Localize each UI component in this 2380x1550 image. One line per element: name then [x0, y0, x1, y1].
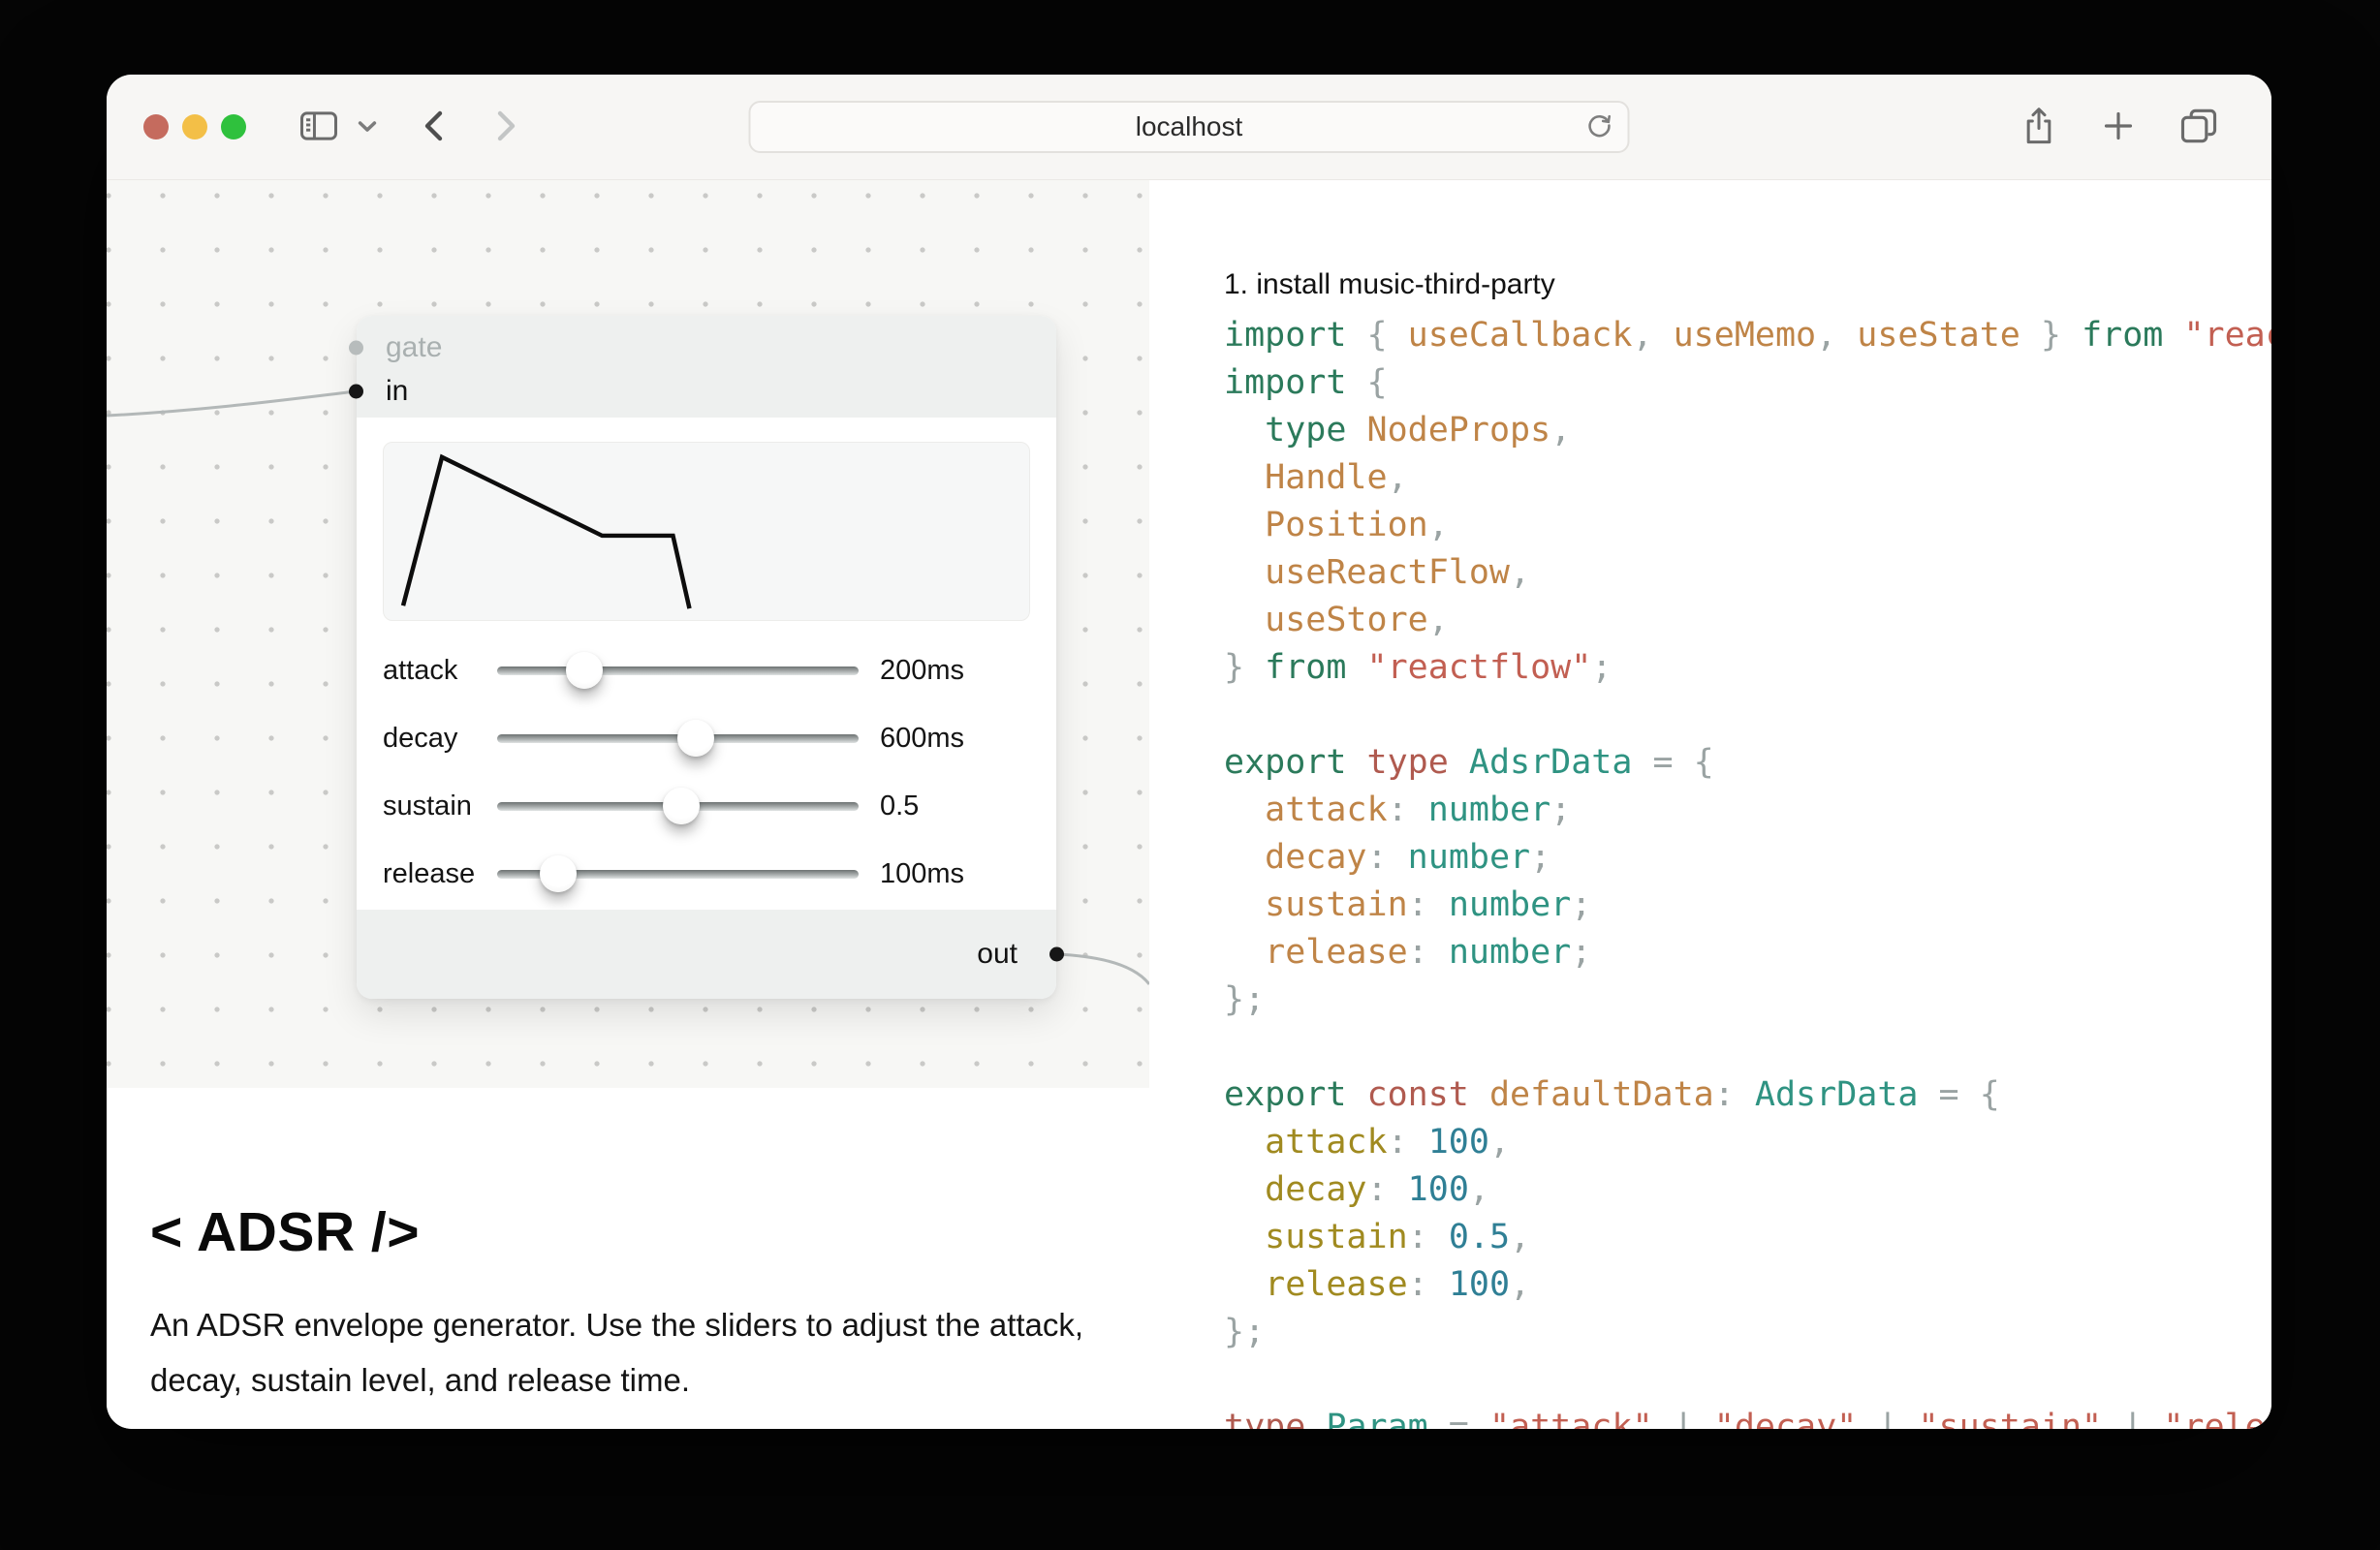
code-line: release: 100,	[1224, 1265, 1531, 1304]
code-line: sustain: 0.5,	[1224, 1218, 1531, 1256]
minimize-button[interactable]	[182, 114, 207, 140]
forward-icon	[490, 107, 521, 148]
slider-value-decay: 600ms	[880, 722, 965, 754]
forward-button[interactable]	[490, 107, 521, 148]
window-content: gate in attack 200ms decay 600ms sustain 0.5 re…	[107, 180, 2271, 1429]
code-line: Handle,	[1224, 458, 1408, 497]
back-icon	[419, 107, 450, 148]
slider-track-sustain[interactable]	[497, 788, 859, 824]
traffic-lights	[143, 114, 246, 140]
slider-row-release: release 100ms	[383, 840, 1030, 908]
slider-row-decay: decay 600ms	[383, 704, 1030, 772]
browser-window: localhost	[107, 75, 2271, 1429]
code-line: type Param = "attack" | "decay" | "susta…	[1224, 1408, 2271, 1429]
sidebar-dropdown-button[interactable]	[355, 116, 380, 139]
code-line: sustain: number;	[1224, 885, 1592, 924]
code-line: decay: 100,	[1224, 1170, 1489, 1209]
reload-icon	[1583, 109, 1616, 145]
code-line	[1224, 1356, 2271, 1404]
code-line	[1224, 692, 2271, 739]
page-title: < ADSR />	[150, 1201, 420, 1263]
toolbar-right-icons	[2020, 105, 2219, 150]
slider-thumb-decay[interactable]	[677, 720, 715, 757]
left-pane: gate in attack 200ms decay 600ms sustain 0.5 re…	[107, 180, 1149, 1429]
url-bar[interactable]: localhost	[748, 101, 1630, 153]
new-tab-button[interactable]	[2099, 107, 2138, 148]
edge-from-out-port	[1054, 952, 1149, 985]
port-row-gate: gate	[349, 326, 1056, 369]
code-line: attack: 100,	[1224, 1123, 1511, 1162]
code-line: };	[1224, 1313, 1266, 1351]
port-gate-handle[interactable]	[349, 340, 363, 355]
code-line: export type AdsrData = {	[1224, 743, 1714, 782]
envelope-path	[400, 453, 692, 609]
port-label-in: in	[386, 374, 409, 407]
page-info: < ADSR /> An ADSR envelope generator. Us…	[107, 1088, 1149, 1409]
node-body: attack 200ms decay 600ms sustain 0.5 release 10…	[357, 418, 1056, 908]
code-line: import {	[1224, 363, 1388, 402]
slider-track-release[interactable]	[497, 855, 859, 892]
slider-track-decay[interactable]	[497, 720, 859, 757]
code-line: useReactFlow,	[1224, 553, 1531, 592]
code-panel[interactable]: 1. install music-third-party import { us…	[1149, 180, 2271, 1429]
slider-label-decay: decay	[383, 722, 458, 754]
edge-into-in-port	[107, 389, 357, 418]
slider-label-sustain: sustain	[383, 790, 472, 822]
slider-thumb-attack[interactable]	[565, 652, 603, 689]
sidebar-toggle-button[interactable]	[298, 108, 339, 146]
flow-edges	[107, 389, 1149, 985]
code-line: };	[1224, 980, 1266, 1019]
code-line: type NodeProps,	[1265, 411, 1572, 450]
code-block: import { useCallback, useMemo, useState …	[1224, 312, 2271, 1429]
code-line: release: number;	[1224, 933, 1592, 972]
zoom-button[interactable]	[221, 114, 246, 140]
slider-thumb-sustain[interactable]	[663, 788, 701, 824]
slider-thumb-release[interactable]	[540, 855, 578, 892]
code-line	[1224, 1024, 2271, 1071]
chevron-down-icon	[355, 116, 380, 139]
code-line: export const defaultData: AdsrData = {	[1224, 1075, 2000, 1114]
slider-value-sustain: 0.5	[880, 790, 920, 822]
code-line: useStore,	[1224, 601, 1449, 639]
back-button[interactable]	[419, 107, 450, 148]
slider-track-attack[interactable]	[497, 652, 859, 689]
browser-toolbar: localhost	[107, 75, 2271, 180]
code-line: attack: number;	[1224, 790, 1572, 829]
code-heading: 1. install music-third-party	[1224, 268, 1555, 300]
code-line: import { useCallback, useMemo, useState …	[1224, 316, 2271, 355]
share-button[interactable]	[2020, 105, 2058, 150]
port-out-handle[interactable]	[1049, 946, 1064, 962]
flow-canvas[interactable]: gate in attack 200ms decay 600ms sustain 0.5 re…	[107, 180, 1149, 1088]
code-line: } from "reactflow";	[1224, 648, 1613, 687]
port-label-gate: gate	[386, 330, 443, 363]
url-text: localhost	[1135, 111, 1243, 141]
slider-label-attack: attack	[383, 654, 458, 686]
slider-value-attack: 200ms	[880, 654, 965, 686]
code-line: Position,	[1224, 506, 1449, 544]
share-icon	[2020, 105, 2058, 150]
reload-button[interactable]	[1583, 109, 1616, 145]
slider-row-sustain: sustain 0.5	[383, 772, 1030, 840]
node-footer: out	[357, 910, 1064, 999]
close-button[interactable]	[143, 114, 169, 140]
code-line: decay: number;	[1224, 838, 1551, 877]
slider-value-release: 100ms	[880, 857, 965, 889]
tab-overview-icon	[2178, 107, 2219, 148]
tab-overview-button[interactable]	[2178, 107, 2219, 148]
out-port-label: out	[977, 938, 1018, 970]
slider-list: attack 200ms decay 600ms sustain 0.5 release 10…	[383, 636, 1030, 908]
slider-label-release: release	[383, 857, 476, 889]
port-row-in: in	[349, 369, 1056, 413]
sidebar-icon	[298, 108, 339, 146]
slider-row-attack: attack 200ms	[383, 636, 1030, 704]
plus-icon	[2099, 107, 2138, 148]
node-header: gate in	[349, 316, 1056, 418]
adsr-node[interactable]: gate in attack 200ms decay 600ms sustain 0.5 re…	[349, 316, 1064, 999]
page-description: An ADSR envelope generator. Use the slid…	[150, 1307, 1084, 1399]
envelope-graph	[383, 442, 1030, 621]
port-in-handle[interactable]	[349, 384, 363, 398]
